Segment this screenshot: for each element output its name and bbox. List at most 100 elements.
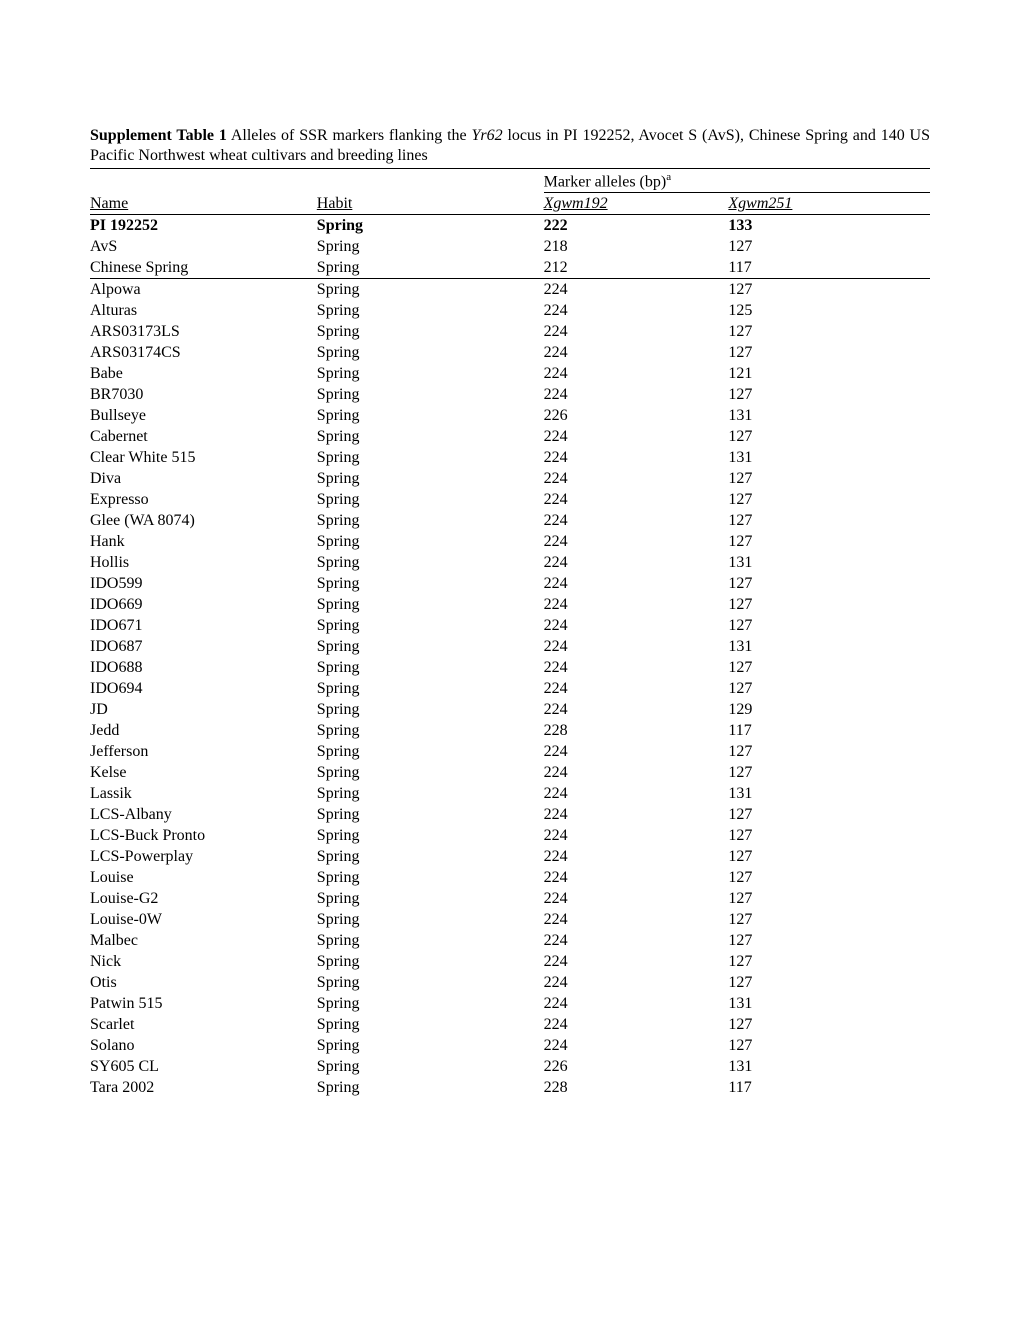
- cell-m1: 224: [544, 531, 729, 552]
- cell-m1: 224: [544, 993, 729, 1014]
- table-row: Louise-G2Spring224127: [90, 888, 930, 909]
- cell-name: BR7030: [90, 384, 317, 405]
- header-m1-text: Xgwm192: [544, 195, 608, 212]
- header-m2-text: Xgwm251: [728, 195, 792, 212]
- header-habit: Habit: [317, 193, 544, 215]
- cell-habit: Spring: [317, 363, 544, 384]
- cell-habit: Spring: [317, 1056, 544, 1077]
- cell-habit: Spring: [317, 1077, 544, 1098]
- ref-m2: 133: [728, 215, 930, 237]
- table-row: AlturasSpring224125: [90, 300, 930, 321]
- cell-m2: 117: [728, 720, 930, 741]
- cell-name: SY605 CL: [90, 1056, 317, 1077]
- table-row: HollisSpring224131: [90, 552, 930, 573]
- cell-m1: 224: [544, 888, 729, 909]
- header-super-cell: Marker alleles (bp)a: [544, 169, 930, 193]
- table-row: LCS-AlbanySpring224127: [90, 804, 930, 825]
- cell-m2: 127: [728, 741, 930, 762]
- cell-name: Cabernet: [90, 426, 317, 447]
- cell-name: Patwin 515: [90, 993, 317, 1014]
- cell-m2: 131: [728, 636, 930, 657]
- cell-habit: Spring: [317, 867, 544, 888]
- cell-m2: 131: [728, 1056, 930, 1077]
- cell-m2: 127: [728, 342, 930, 363]
- header-row: Name Habit Xgwm192 Xgwm251: [90, 193, 930, 215]
- cell-name: Scarlet: [90, 1014, 317, 1035]
- cell-name: Otis: [90, 972, 317, 993]
- table-row: ExpressoSpring224127: [90, 489, 930, 510]
- cell-m1: 224: [544, 447, 729, 468]
- ref-m1: 218: [544, 236, 729, 257]
- cell-m1: 224: [544, 384, 729, 405]
- caption-gene: Yr62: [471, 127, 502, 144]
- cell-habit: Spring: [317, 720, 544, 741]
- header-super-note: a: [666, 171, 671, 183]
- table-row: OtisSpring224127: [90, 972, 930, 993]
- cell-name: IDO671: [90, 615, 317, 636]
- cell-habit: Spring: [317, 1014, 544, 1035]
- cell-m1: 224: [544, 762, 729, 783]
- cell-habit: Spring: [317, 426, 544, 447]
- table-row: BullseyeSpring226131: [90, 405, 930, 426]
- cell-m2: 129: [728, 699, 930, 720]
- table-caption: Supplement Table 1 Alleles of SSR marker…: [90, 126, 930, 166]
- cell-m2: 127: [728, 888, 930, 909]
- cell-habit: Spring: [317, 447, 544, 468]
- cell-name: Hank: [90, 531, 317, 552]
- cell-habit: Spring: [317, 972, 544, 993]
- cell-m2: 127: [728, 279, 930, 301]
- cell-m2: 131: [728, 993, 930, 1014]
- cell-habit: Spring: [317, 909, 544, 930]
- cell-habit: Spring: [317, 825, 544, 846]
- cell-habit: Spring: [317, 804, 544, 825]
- header-name-text: Name: [90, 195, 128, 212]
- cell-m2: 127: [728, 573, 930, 594]
- table-row: BabeSpring224121: [90, 363, 930, 384]
- cell-habit: Spring: [317, 615, 544, 636]
- cell-habit: Spring: [317, 321, 544, 342]
- table-row: Patwin 515Spring224131: [90, 993, 930, 1014]
- cell-m2: 127: [728, 972, 930, 993]
- cell-m1: 224: [544, 594, 729, 615]
- cell-m1: 224: [544, 489, 729, 510]
- table-row: IDO669Spring224127: [90, 594, 930, 615]
- cell-m2: 127: [728, 804, 930, 825]
- ref-habit: Spring: [317, 215, 544, 237]
- cell-m2: 121: [728, 363, 930, 384]
- cell-name: Lassik: [90, 783, 317, 804]
- cell-m1: 226: [544, 405, 729, 426]
- cell-habit: Spring: [317, 489, 544, 510]
- cell-habit: Spring: [317, 384, 544, 405]
- cell-name: Louise: [90, 867, 317, 888]
- table-row: ARS03173LSSpring224127: [90, 321, 930, 342]
- cell-m1: 224: [544, 636, 729, 657]
- table-row: Louise-0WSpring224127: [90, 909, 930, 930]
- cell-name: IDO688: [90, 657, 317, 678]
- cell-m1: 224: [544, 426, 729, 447]
- cell-habit: Spring: [317, 783, 544, 804]
- table-row: LCS-PowerplaySpring224127: [90, 846, 930, 867]
- ref-name: AvS: [90, 236, 317, 257]
- ref-name: PI 192252: [90, 215, 317, 237]
- cell-name: Solano: [90, 1035, 317, 1056]
- ref-habit: Spring: [317, 257, 544, 279]
- table-row: Glee (WA 8074)Spring224127: [90, 510, 930, 531]
- cell-habit: Spring: [317, 762, 544, 783]
- table-row: NickSpring224127: [90, 951, 930, 972]
- cell-m2: 127: [728, 657, 930, 678]
- cell-m2: 127: [728, 468, 930, 489]
- cell-m1: 224: [544, 300, 729, 321]
- cell-name: Kelse: [90, 762, 317, 783]
- cell-m1: 224: [544, 741, 729, 762]
- table-row: ARS03174CSSpring224127: [90, 342, 930, 363]
- cell-name: ARS03174CS: [90, 342, 317, 363]
- cell-habit: Spring: [317, 594, 544, 615]
- cell-name: LCS-Albany: [90, 804, 317, 825]
- cell-habit: Spring: [317, 405, 544, 426]
- cell-m2: 127: [728, 615, 930, 636]
- table-row: BR7030Spring224127: [90, 384, 930, 405]
- cell-m2: 127: [728, 1014, 930, 1035]
- table-row: KelseSpring224127: [90, 762, 930, 783]
- cell-m1: 224: [544, 1014, 729, 1035]
- cell-m2: 127: [728, 762, 930, 783]
